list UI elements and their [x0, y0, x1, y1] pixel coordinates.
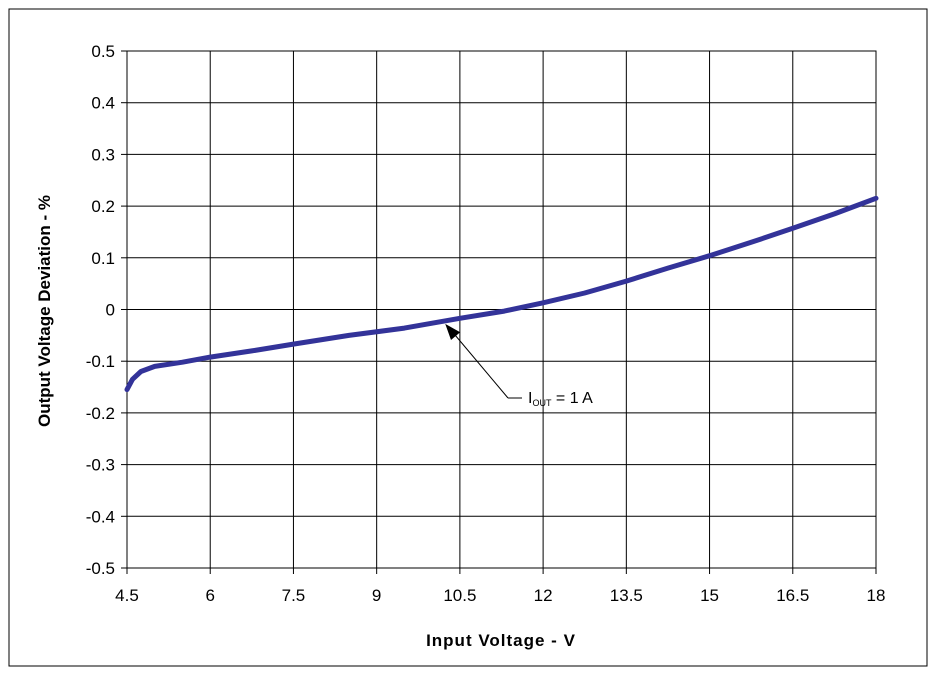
y-tick-label: 0.2 — [91, 197, 115, 216]
series-layer — [124, 195, 879, 393]
x-tick-label: 16.5 — [776, 586, 809, 605]
annotation-leader-diagonal — [452, 332, 509, 399]
y-tick-label: 0.4 — [91, 94, 115, 113]
x-tick-label: 12 — [534, 586, 553, 605]
x-axis-ticks: 4.5 6 7.5 9 10.5 12 13.5 15 16.5 18 — [115, 568, 885, 605]
x-tick-label: 13.5 — [610, 586, 643, 605]
y-tick-label: -0.3 — [86, 456, 115, 475]
x-tick-label: 10.5 — [443, 586, 476, 605]
annotation-label: IOUT = 1 A — [528, 390, 593, 408]
x-tick-label: 7.5 — [282, 586, 306, 605]
y-tick-label: 0.5 — [91, 42, 115, 61]
annotation-label-suffix: = 1 A — [551, 390, 593, 407]
y-axis-ticks: 0.5 0.4 0.3 0.2 0.1 0 -0.1 -0.2 -0.3 -0.4 -0.5 — [86, 42, 127, 578]
y-tick-label: -0.5 — [86, 559, 115, 578]
y-tick-label: -0.2 — [86, 404, 115, 423]
outer-border — [8, 8, 928, 667]
x-tick-label: 15 — [700, 586, 719, 605]
y-axis-label: Output Voltage Deviation - % — [35, 195, 54, 427]
y-tick-label: 0.1 — [91, 249, 115, 268]
y-tick-label: 0 — [106, 301, 115, 320]
annotation-label-subscript: OUT — [532, 398, 552, 408]
x-tick-label: 9 — [372, 586, 381, 605]
series-line — [124, 195, 879, 393]
x-tick-label: 4.5 — [115, 586, 139, 605]
x-tick-label: 6 — [205, 586, 214, 605]
x-tick-label: 18 — [867, 586, 886, 605]
y-tick-label: 0.3 — [91, 145, 115, 164]
annotation-arrow-icon — [445, 323, 461, 340]
annotation: IOUT = 1 A — [445, 323, 593, 408]
x-axis-label: Input Voltage - V — [426, 631, 576, 650]
annotation-label-prefix: I — [528, 390, 532, 407]
y-tick-label: -0.4 — [86, 507, 115, 526]
y-tick-label: -0.1 — [86, 352, 115, 371]
